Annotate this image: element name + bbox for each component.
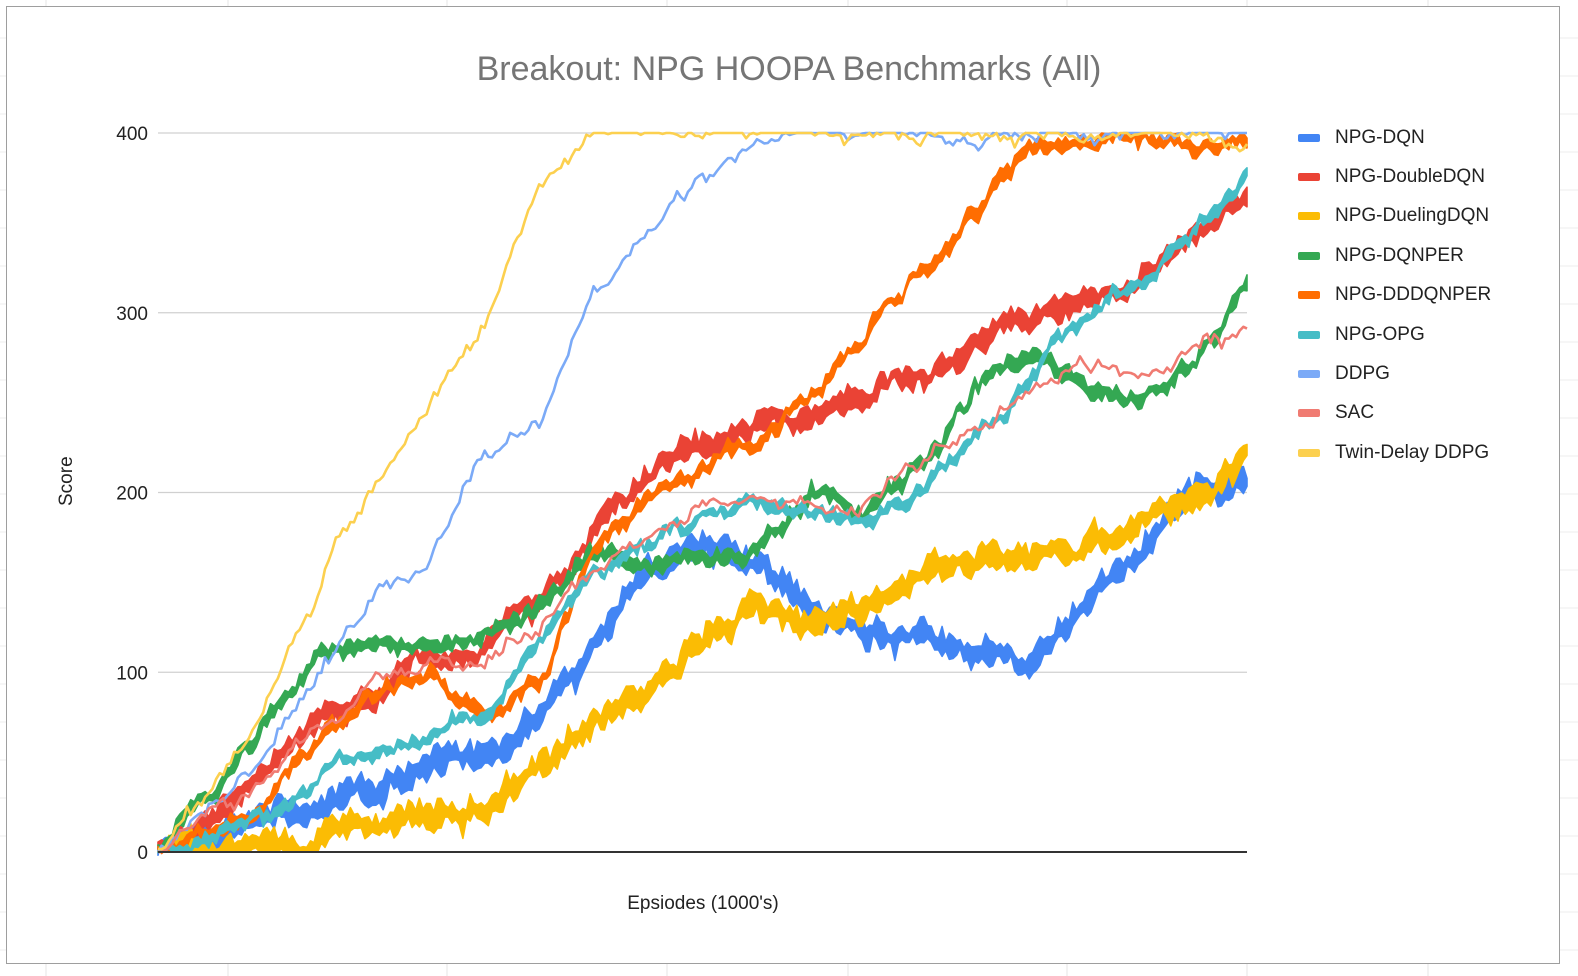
series-line-twin-delay-ddpg [157, 131, 1249, 851]
legend-item: NPG-DuelingDQN [1298, 197, 1491, 236]
y-tick-label: 200 [116, 484, 148, 505]
legend-item: NPG-DQNPER [1298, 236, 1491, 275]
legend-swatch [1298, 173, 1320, 182]
series-band-npg-dddqnper [157, 132, 1248, 855]
chart-title: Breakout: NPG HOOPA Benchmarks (All) [476, 50, 1102, 88]
legend-swatch [1298, 330, 1320, 339]
legend-swatch [1298, 251, 1320, 260]
legend-label: NPG-DuelingDQN [1335, 205, 1490, 227]
x-axis-title: Epsiodes (1000's) [627, 893, 779, 914]
legend-item: DDPG [1298, 354, 1491, 393]
legend-label: DDPG [1335, 363, 1390, 385]
legend: NPG-DQN NPG-DoubleDQN NPG-DuelingDQN NPG-DQ… [1298, 118, 1491, 473]
legend-item: NPG-OPG [1298, 315, 1491, 354]
legend-item: NPG-DDDQNPER [1298, 276, 1491, 315]
legend-item: NPG-DoubleDQN [1298, 157, 1491, 196]
series-band-npg-opg [157, 167, 1248, 854]
legend-swatch [1298, 370, 1320, 379]
legend-label: NPG-DQNPER [1335, 244, 1464, 266]
legend-label: Twin-Delay DDPG [1335, 441, 1490, 463]
legend-item: Twin-Delay DDPG [1298, 433, 1491, 472]
y-tick-label: 0 [137, 843, 148, 864]
legend-label: NPG-DQN [1335, 126, 1425, 148]
legend-label: NPG-OPG [1335, 323, 1425, 345]
series-band-npg-dqn [157, 465, 1248, 856]
legend-swatch [1298, 212, 1320, 221]
legend-label: SAC [1335, 402, 1375, 424]
y-tick-label: 100 [116, 663, 148, 684]
legend-item: SAC [1298, 394, 1491, 433]
series-band-npg-dqnper [157, 274, 1248, 853]
legend-swatch [1298, 291, 1320, 300]
series-band-npg-doubledqn [157, 186, 1248, 853]
legend-label: NPG-DoubleDQN [1335, 166, 1485, 188]
legend-swatch [1298, 448, 1320, 457]
legend-item: NPG-DQN [1298, 118, 1491, 157]
legend-swatch [1298, 409, 1320, 418]
series-band-npg-duelingdqn [157, 443, 1248, 853]
legend-swatch [1298, 133, 1320, 142]
legend-label: NPG-DDDQNPER [1335, 284, 1492, 306]
y-tick-label: 300 [116, 304, 148, 325]
series-line-sac [158, 325, 1248, 854]
y-tick-label: 400 [116, 124, 148, 145]
